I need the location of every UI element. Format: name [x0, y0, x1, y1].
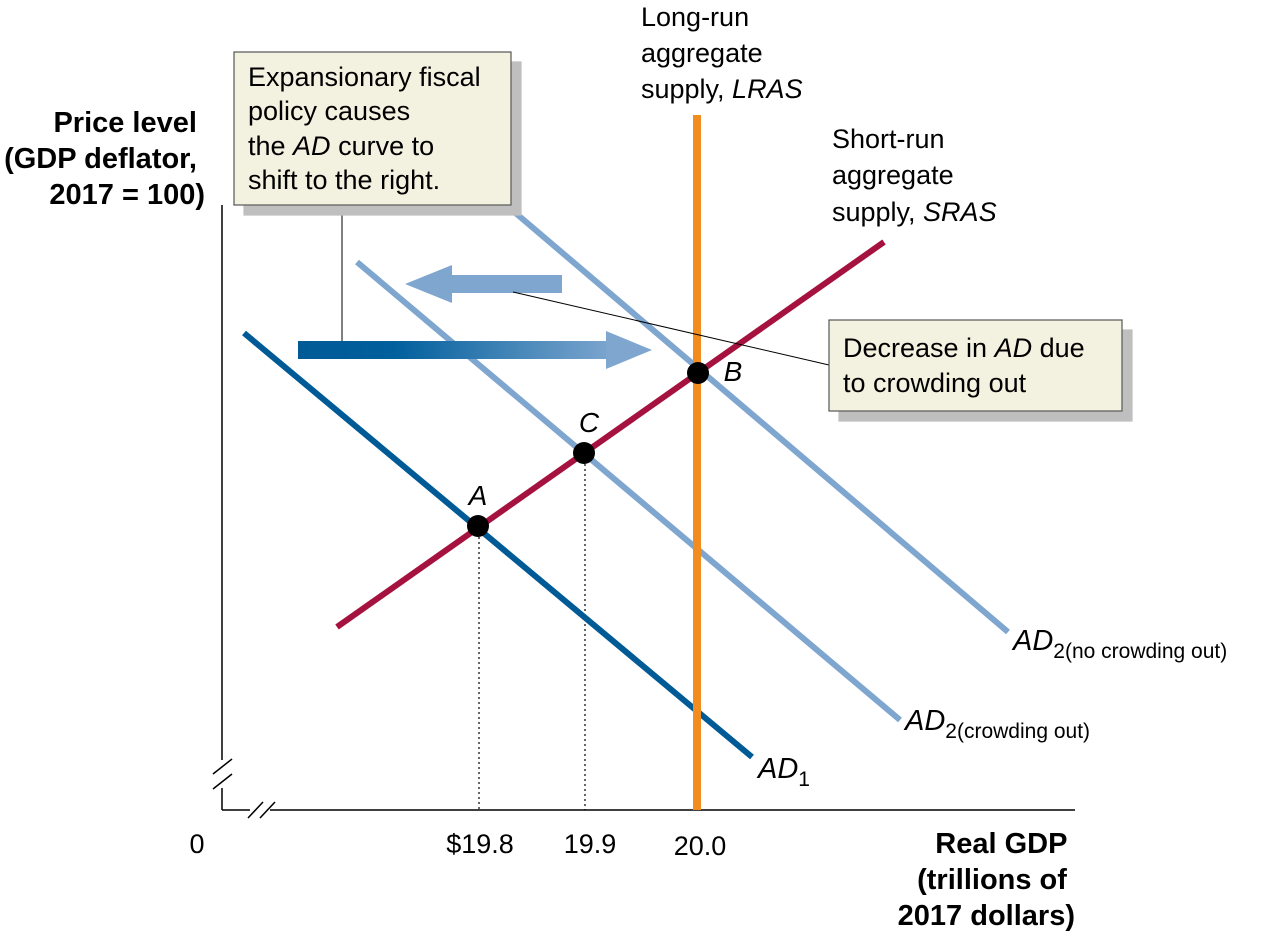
lras-label-line-3-plain: supply,	[641, 74, 732, 104]
crowding-note-line-1-post: due	[1032, 333, 1085, 363]
fiscal-note-line-3-pre: the	[248, 131, 293, 161]
crowding-note-line-2: to crowding out	[843, 368, 1027, 398]
fiscal-note-line-3: the AD curve to	[248, 131, 434, 161]
x-axis-label: Real GDP (trillions of 2017 dollars)	[898, 828, 1075, 932]
ad2-no-crowding-out-label: AD2(no crowding out)	[1011, 625, 1227, 663]
sras-label-line-1: Short-run	[832, 124, 945, 154]
axes	[212, 205, 1075, 819]
x-tick-label-2: 19.9	[564, 829, 617, 859]
crowding-out-note-text: Decrease in AD due to crowding out	[843, 333, 1092, 398]
x-axis-label-line-3: 2017 dollars)	[898, 900, 1075, 932]
x-axis-break-mark-2	[259, 801, 276, 819]
y-axis-label-line-3: 2017 = 100)	[49, 179, 205, 211]
ad2-crowding-out-label: AD2(crowding out)	[903, 705, 1090, 743]
sras-label-line-2: aggregate	[832, 160, 954, 190]
x-tick-label-1: $19.8	[446, 829, 514, 859]
crowding-note-line-1: Decrease in AD due	[843, 333, 1085, 363]
crowding-out-note-box	[828, 319, 1123, 412]
ad1-label-name: AD	[756, 753, 798, 785]
fiscal-note-line-1: Expansionary fiscal	[248, 62, 481, 92]
point-b-label: B	[724, 356, 743, 387]
ad2-crowding-out-curve	[355, 259, 902, 723]
fiscal-note-line-3-post: curve to	[331, 131, 435, 161]
fiscal-policy-note-box	[233, 51, 512, 206]
point-b	[687, 362, 709, 384]
point-c-label: C	[579, 407, 600, 438]
crowding-out-arrow-shaft	[445, 275, 562, 293]
lras-label-line-3-italic: LRAS	[732, 74, 803, 104]
point-c	[573, 442, 595, 464]
sras-label-line-3: supply, SRAS	[832, 197, 997, 227]
fiscal-policy-note-text: Expansionary fiscal policy causes the AD…	[248, 62, 488, 195]
ad1-label: AD1	[756, 753, 810, 791]
fiscal-note-line-3-italic: AD	[291, 131, 331, 161]
fiscal-note-line-2: policy causes	[248, 96, 410, 126]
ad2-no-crowding-out-label-name: AD	[1011, 625, 1053, 657]
x-tick-label-3: 20.0	[674, 831, 727, 861]
y-axis-label: Price level (GDP deflator, 2017 = 100)	[4, 107, 205, 211]
y-axis-label-line-1: Price level	[53, 107, 197, 139]
ad2-crowding-out-label-name: AD	[903, 705, 945, 737]
origin-label: 0	[189, 829, 204, 859]
x-axis-label-line-1: Real GDP	[935, 828, 1067, 860]
sras-label: Short-run aggregate supply, SRAS	[832, 124, 997, 227]
lras-label-line-2: aggregate	[641, 38, 763, 68]
crowding-note-line-1-italic: AD	[993, 333, 1033, 363]
y-axis-break-mark-1	[212, 758, 233, 775]
x-axis-break-mark-1	[247, 801, 264, 819]
crowding-out-arrow	[405, 265, 562, 303]
ad2-crowding-out-label-sub: 2(crowding out)	[945, 720, 1090, 743]
point-a	[467, 515, 489, 537]
x-axis-label-line-2: (trillions of	[917, 864, 1067, 896]
crowding-note-leader-line	[512, 291, 830, 366]
sras-label-line-3-italic: SRAS	[923, 197, 997, 227]
ad2-no-crowding-out-label-sub: 2(no crowding out)	[1053, 640, 1227, 663]
point-a-label: A	[467, 480, 488, 511]
y-axis-break-mark-2	[212, 773, 233, 790]
sras-label-line-3-plain: supply,	[832, 197, 923, 227]
fiscal-policy-note: Expansionary fiscal policy causes the AD…	[233, 51, 512, 206]
fiscal-shift-arrow-shaft	[298, 341, 614, 359]
fiscal-shift-arrow	[298, 331, 652, 369]
ad1-curve	[242, 330, 754, 760]
lras-label-line-3: supply, LRAS	[641, 74, 803, 104]
lras-label-line-1: Long-run	[641, 2, 749, 32]
crowding-out-arrow-head	[405, 265, 452, 303]
sras-curve	[335, 239, 886, 630]
ad1-label-sub: 1	[798, 768, 810, 791]
fiscal-shift-arrow-head	[606, 331, 652, 369]
fiscal-note-line-4: shift to the right.	[248, 165, 440, 195]
lras-label: Long-run aggregate supply, LRAS	[641, 2, 803, 104]
crowding-note-line-1-pre: Decrease in	[843, 333, 995, 363]
ad2-no-crowding-out-curve	[510, 207, 1010, 635]
crowding-out-note: Decrease in AD due to crowding out	[828, 319, 1123, 412]
y-axis-label-line-2: (GDP deflator,	[4, 143, 197, 175]
